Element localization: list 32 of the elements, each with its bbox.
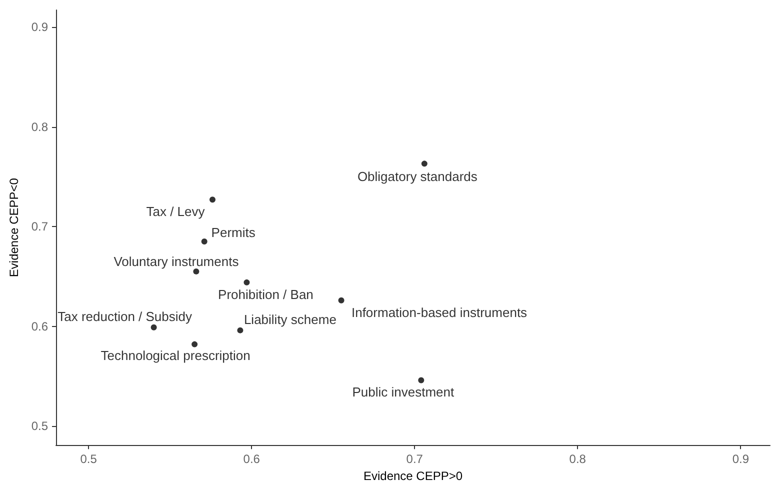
point <box>244 279 250 286</box>
annotation: Public investment <box>352 384 454 400</box>
x-tick-label: 0.8 <box>569 452 586 466</box>
annotation: Technological prescription <box>100 348 250 363</box>
y-tick-label: 0.5 <box>31 419 48 434</box>
annotation: Permits <box>211 225 256 240</box>
point <box>201 238 208 245</box>
x-tick-label: 0.7 <box>406 452 424 466</box>
y-axis-title: Evidence CEPP<0 <box>7 178 21 278</box>
point <box>237 327 244 334</box>
point <box>418 377 424 384</box>
point <box>338 297 344 304</box>
annotation: Prohibition / Ban <box>218 286 314 302</box>
y-tick-label: 0.7 <box>31 220 48 234</box>
y-tick-label: 0.6 <box>31 319 48 334</box>
point <box>193 268 200 274</box>
y-tick-label: 0.8 <box>31 120 48 134</box>
annotation: Obligatory standards <box>357 169 478 184</box>
annotation: Information-based instruments <box>351 304 528 320</box>
annotation: Tax / Levy <box>146 204 206 220</box>
annotation: Liability scheme <box>244 312 336 327</box>
x-tick-label: 0.5 <box>80 452 98 466</box>
point <box>150 324 157 330</box>
y-tick-label: 0.9 <box>31 20 48 34</box>
x-tick-label: 0.6 <box>243 452 260 466</box>
x-axis-title: Evidence CEPP>0 <box>363 469 463 483</box>
point <box>192 341 198 348</box>
annotation: Voluntary instruments <box>114 254 240 269</box>
x-tick-label: 0.9 <box>732 452 750 466</box>
annotation: Tax reduction / Subsidy <box>58 308 193 324</box>
point <box>210 196 216 203</box>
point <box>421 160 428 167</box>
